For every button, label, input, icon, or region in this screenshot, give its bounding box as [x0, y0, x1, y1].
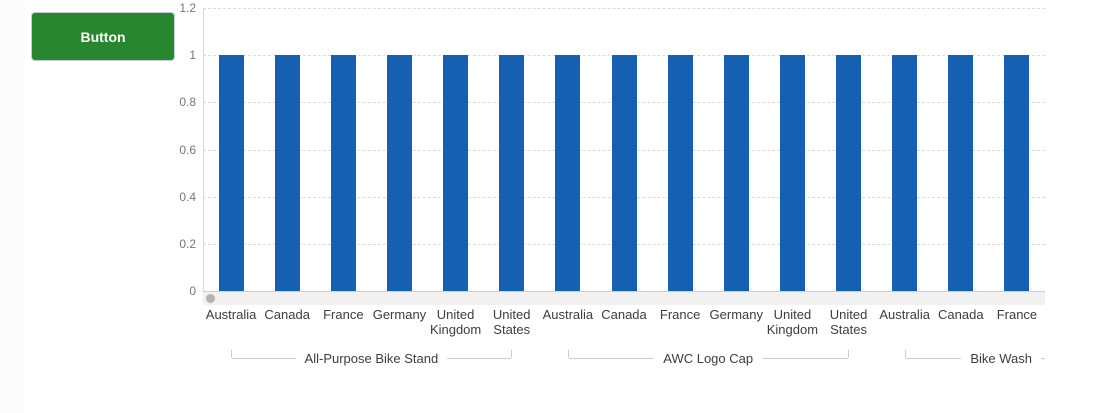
bar-united-kingdom[interactable]: [443, 55, 469, 291]
x-tick-label: Australia: [879, 307, 930, 322]
x-tick-label: Germany: [709, 307, 763, 322]
bar-united-states[interactable]: [499, 55, 525, 291]
bar-australia[interactable]: [892, 55, 918, 291]
y-tick-label: 0.6: [179, 142, 196, 157]
bar-canada[interactable]: [274, 55, 300, 291]
bracket-line: [905, 350, 962, 359]
bracket-right-tick: [510, 350, 512, 358]
x-tick-label: Canada: [938, 307, 984, 322]
bar-france[interactable]: [330, 55, 356, 291]
chart-scrollbar-track[interactable]: [203, 292, 1045, 305]
bar-australia[interactable]: [218, 55, 244, 291]
category-group-brackets: All-Purpose Bike Stand AWC Logo Cap Bike W…: [203, 350, 1045, 372]
group-bracket: Bike Wash: [904, 350, 1045, 367]
bar-united-kingdom[interactable]: [779, 55, 805, 291]
group-label: AWC Logo Cap: [663, 351, 754, 366]
plot-area: [203, 8, 1045, 292]
bar-canada[interactable]: [611, 55, 637, 291]
group-label: All-Purpose Bike Stand: [304, 351, 439, 366]
y-tick-label: 1: [189, 48, 196, 63]
x-tick-label: United States: [829, 307, 868, 337]
bracket-line: [1040, 350, 1045, 359]
x-tick-label: United Kingdom: [766, 307, 819, 337]
y-tick-label: 0.8: [179, 95, 196, 110]
x-tick-label: United States: [492, 307, 531, 337]
group-bracket: All-Purpose Bike Stand: [231, 350, 512, 367]
x-tick-label: Canada: [601, 307, 647, 322]
demo-button[interactable]: Button: [31, 12, 175, 61]
x-tick-label: France: [996, 307, 1038, 322]
bracket-line: [232, 350, 296, 359]
y-tick-label: 0: [189, 284, 196, 298]
x-tick-label: Canada: [264, 307, 310, 322]
bar-australia[interactable]: [555, 55, 581, 291]
x-tick-label: France: [659, 307, 701, 322]
bracket-left-tick: [231, 350, 233, 358]
bar-germany[interactable]: [386, 55, 412, 291]
bar-germany[interactable]: [723, 55, 749, 291]
bar-france[interactable]: [1004, 55, 1030, 291]
y-axis-labels: 0 0.2 0.4 0.6 0.8 1 1.2: [152, 1, 196, 298]
x-axis-zero-line: [203, 291, 1045, 292]
gridline: [203, 8, 1045, 9]
x-tick-label: Australia: [205, 307, 257, 322]
y-tick-label: 1.2: [179, 1, 196, 15]
y-tick-label: 0.4: [179, 189, 196, 204]
bracket-left-tick: [904, 350, 906, 358]
chart-scrollbar-thumb[interactable]: [206, 294, 215, 303]
bar-united-states[interactable]: [836, 55, 862, 291]
group-label: Bike Wash: [970, 351, 1032, 366]
x-tick-label: United Kingdom: [429, 307, 482, 337]
bracket-left-tick: [567, 350, 569, 358]
x-axis-labels: Australia Canada France Germany United Kingd…: [203, 307, 1045, 343]
x-tick-label: Australia: [542, 307, 594, 322]
group-bracket: AWC Logo Cap: [567, 350, 849, 367]
bracket-line: [447, 350, 511, 359]
y-tick-label: 0.2: [179, 236, 196, 251]
left-gutter: [0, 0, 25, 413]
bar-canada[interactable]: [948, 55, 974, 291]
x-tick-label: Germany: [372, 307, 427, 322]
bracket-line: [568, 350, 655, 359]
bar-france[interactable]: [667, 55, 693, 291]
bracket-line: [762, 350, 848, 359]
bracket-right-tick: [847, 350, 849, 358]
x-tick-label: France: [323, 307, 364, 322]
